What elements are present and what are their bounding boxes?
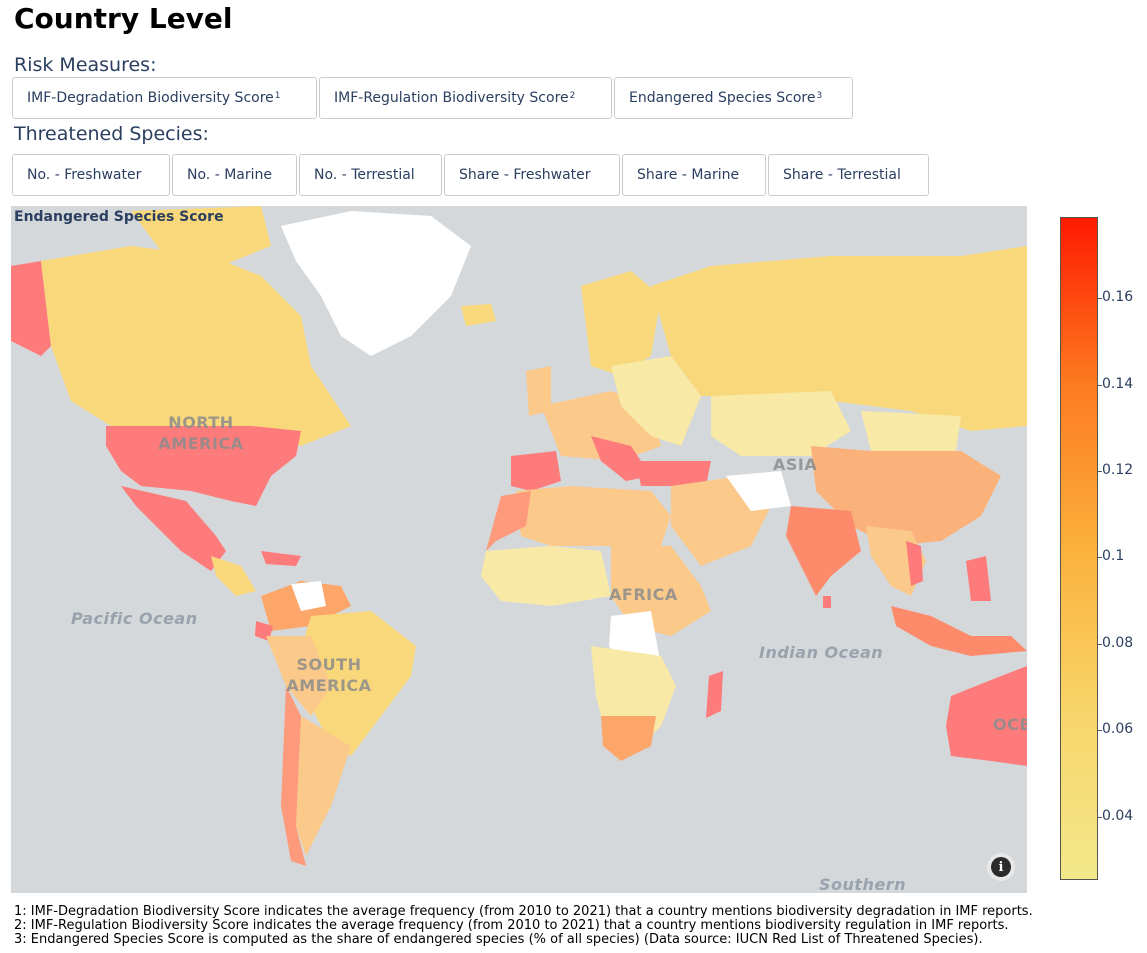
colorbar-tick-label: 0.12 [1102, 462, 1134, 478]
choropleth-map[interactable]: Endangered Species Score Pacific Ocean I… [11, 206, 1027, 893]
footnote-ref-2: 2 [569, 91, 576, 101]
continent-label-africa: AFRICA [609, 585, 678, 604]
alaska[interactable] [11, 261, 51, 356]
continent-label-oceania: OCE [993, 715, 1027, 734]
colorbar-tick-mark [1098, 385, 1102, 386]
chile[interactable] [281, 686, 306, 866]
iran[interactable] [726, 471, 791, 511]
caribbean[interactable] [261, 551, 301, 566]
ocean-label-pacific: Pacific Ocean [71, 609, 198, 628]
russia[interactable] [651, 246, 1027, 431]
south-africa[interactable] [601, 716, 656, 761]
info-icon: i [991, 857, 1011, 877]
kazakhstan[interactable] [711, 391, 851, 456]
share-freshwater-button[interactable]: Share - Freshwater [444, 154, 620, 196]
mexico[interactable] [121, 486, 226, 571]
colorbar-tick-label: 0.1 [1102, 548, 1125, 564]
usa[interactable] [106, 426, 301, 506]
brazil[interactable] [296, 611, 416, 756]
info-button[interactable]: i [987, 853, 1015, 881]
uk[interactable] [526, 366, 551, 416]
share-terrestial-button[interactable]: Share - Terrestial [768, 154, 929, 196]
colorbar-tick-label: 0.14 [1102, 376, 1134, 392]
threatened-species-label: Threatened Species: [14, 123, 209, 145]
indonesia[interactable] [891, 606, 1027, 656]
central-america[interactable] [211, 556, 256, 596]
morocco[interactable] [486, 491, 531, 551]
footnote-3: 3: Endangered Species Score is computed … [14, 932, 983, 947]
no-freshwater-button[interactable]: No. - Freshwater [12, 154, 170, 196]
eastern-europe[interactable] [611, 356, 701, 446]
threatened-species-buttons: No. - Freshwater No. - Marine No. - Terr… [12, 154, 929, 196]
footnote-ref-1: 1 [274, 91, 281, 101]
imf-regulation-button-label: IMF-Regulation Biodiversity Score [334, 90, 569, 106]
map-title: Endangered Species Score [14, 209, 224, 225]
footnote-1: 1: IMF-Degradation Biodiversity Score in… [14, 904, 1033, 919]
risk-measures-buttons: IMF-Degradation Biodiversity Score 1 IMF-… [12, 77, 853, 119]
colorbar-tick-mark [1098, 817, 1102, 818]
greenland[interactable] [281, 211, 471, 356]
mongolia[interactable] [861, 411, 961, 451]
imf-regulation-button[interactable]: IMF-Regulation Biodiversity Score 2 [319, 77, 612, 119]
no-terrestial-button[interactable]: No. - Terrestial [299, 154, 442, 196]
iceland[interactable] [461, 304, 496, 326]
india[interactable] [786, 506, 861, 596]
australia[interactable] [946, 666, 1027, 766]
continent-label-north-america: NORTH AMERICA [158, 413, 244, 453]
no-marine-button[interactable]: No. - Marine [172, 154, 297, 196]
argentina[interactable] [296, 716, 351, 856]
china[interactable] [811, 446, 1001, 546]
footnote-2: 2: IMF-Regulation Biodiversity Score ind… [14, 918, 1009, 933]
imf-degradation-button[interactable]: IMF-Degradation Biodiversity Score 1 [12, 77, 317, 119]
footnote-ref-3: 3 [816, 91, 823, 101]
colorbar-tick-mark [1098, 644, 1102, 645]
colorbar-tick-label: 0.08 [1102, 635, 1134, 651]
madagascar[interactable] [706, 671, 723, 718]
north-africa[interactable] [516, 486, 671, 546]
canada[interactable] [41, 246, 351, 446]
continent-label-asia: ASIA [773, 455, 818, 474]
iberia[interactable] [511, 451, 561, 491]
colorbar-tick-mark [1098, 557, 1102, 558]
colorbar-tick-mark [1098, 298, 1102, 299]
italy-balkans[interactable] [591, 436, 651, 481]
peru-bolivia[interactable] [266, 636, 331, 716]
west-africa[interactable] [481, 546, 611, 606]
colorbar-tick-mark [1098, 471, 1102, 472]
venezuela-nodata[interactable] [291, 581, 326, 611]
colorbar-tick-label: 0.16 [1102, 289, 1134, 305]
philippines[interactable] [966, 556, 991, 601]
world-map-svg [11, 206, 1027, 866]
ocean-label-indian: Indian Ocean [759, 643, 884, 662]
endangered-species-button-label: Endangered Species Score [629, 90, 816, 106]
sri-lanka[interactable] [823, 596, 831, 608]
colorbar [1060, 217, 1098, 880]
vietnam[interactable] [906, 541, 923, 586]
scandinavia[interactable] [581, 271, 661, 376]
share-marine-button[interactable]: Share - Marine [622, 154, 766, 196]
footnotes: 1: IMF-Degradation Biodiversity Score in… [14, 905, 1033, 947]
turkey[interactable] [636, 461, 711, 486]
continent-label-south-america: SOUTH AMERICA [286, 655, 372, 695]
endangered-species-button[interactable]: Endangered Species Score 3 [614, 77, 853, 119]
ocean-label-southern: Southern [819, 875, 907, 894]
colorbar-tick-label: 0.04 [1102, 808, 1134, 824]
imf-degradation-button-label: IMF-Degradation Biodiversity Score [27, 90, 274, 106]
colorbar-tick-mark [1098, 730, 1102, 731]
risk-measures-label: Risk Measures: [14, 54, 157, 76]
colorbar-tick-label: 0.06 [1102, 721, 1134, 737]
page-title: Country Level [14, 2, 233, 35]
